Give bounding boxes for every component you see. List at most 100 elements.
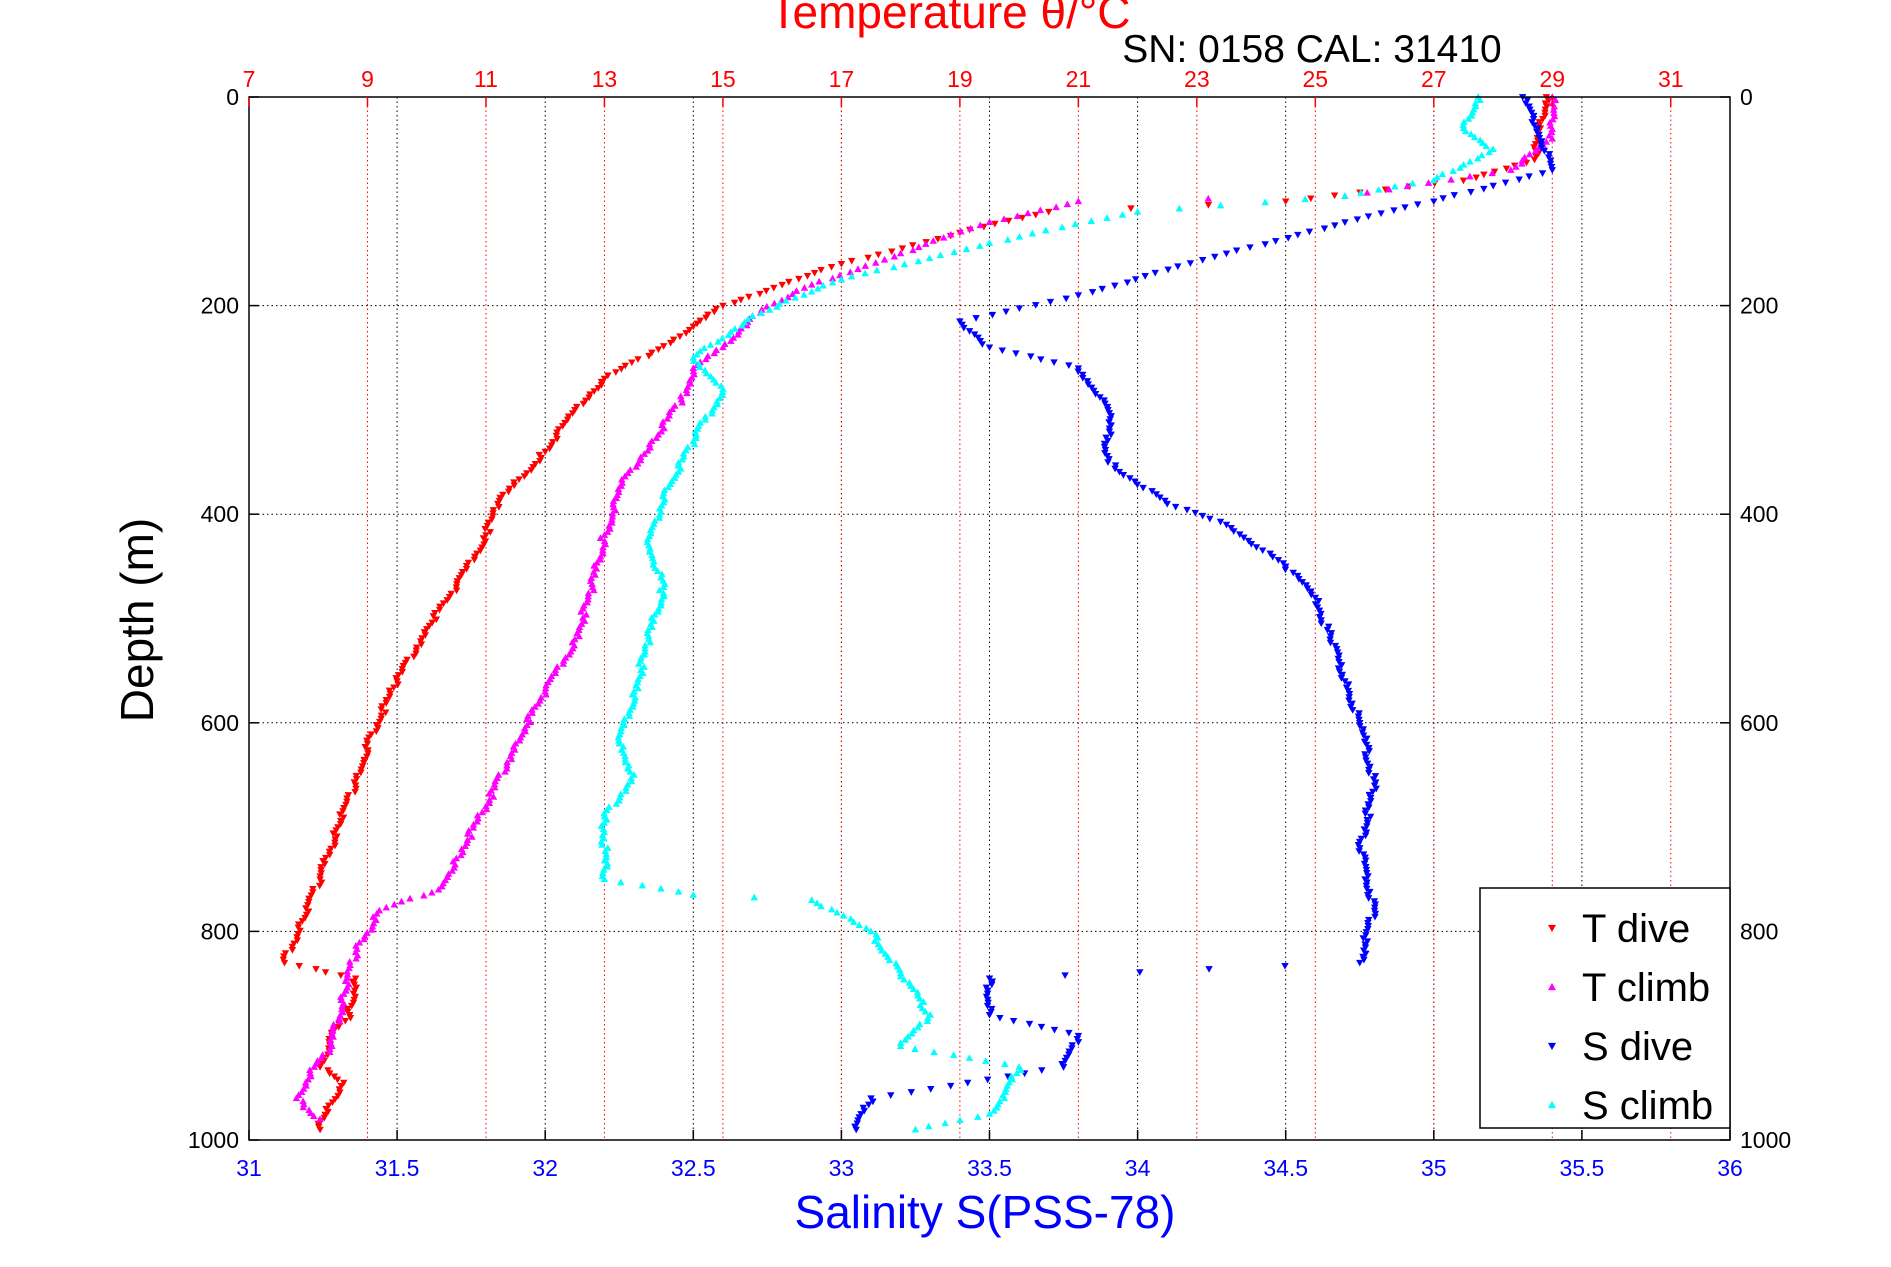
data-point xyxy=(510,746,519,753)
data-point xyxy=(896,972,905,980)
data-point xyxy=(1062,295,1070,303)
data-point xyxy=(1531,147,1540,155)
data-point xyxy=(1131,478,1139,486)
temperature-tick-label: 9 xyxy=(361,66,374,92)
data-point xyxy=(1063,200,1072,208)
data-point xyxy=(579,400,588,408)
data-point xyxy=(551,669,560,676)
data-point xyxy=(343,798,351,806)
data-point xyxy=(603,806,611,814)
data-point xyxy=(985,218,994,226)
data-point xyxy=(1371,913,1379,921)
temperature-tick-label: 17 xyxy=(829,66,855,92)
data-point xyxy=(1100,397,1108,405)
data-point xyxy=(1244,537,1253,545)
data-point xyxy=(1456,164,1464,171)
data-point xyxy=(1183,506,1191,514)
data-point xyxy=(718,334,726,342)
data-point xyxy=(528,709,536,716)
data-point xyxy=(640,663,648,670)
data-point xyxy=(520,473,529,480)
data-point xyxy=(1489,182,1497,190)
data-point xyxy=(438,882,446,890)
data-point xyxy=(1341,192,1349,199)
data-point xyxy=(542,690,550,698)
data-point xyxy=(1216,201,1225,209)
data-point xyxy=(864,254,872,262)
data-point xyxy=(1274,557,1283,564)
data-point xyxy=(307,1072,315,1080)
temperature-tick-label: 19 xyxy=(947,66,973,92)
data-point xyxy=(629,703,637,710)
data-point xyxy=(1414,201,1422,209)
data-point xyxy=(719,343,727,351)
data-point xyxy=(683,389,691,397)
data-point xyxy=(1535,131,1543,139)
data-point xyxy=(654,567,662,575)
data-point xyxy=(1485,148,1493,156)
data-point xyxy=(1246,244,1254,252)
data-point xyxy=(1438,170,1447,178)
data-point xyxy=(770,299,779,307)
data-point xyxy=(351,788,359,796)
legend-box xyxy=(1479,887,1731,1129)
data-point xyxy=(561,419,569,427)
data-point xyxy=(887,1092,895,1099)
data-point xyxy=(800,290,808,298)
data-point xyxy=(756,290,764,298)
data-point xyxy=(339,1008,347,1016)
data-point xyxy=(1377,210,1385,218)
data-point xyxy=(1530,156,1539,164)
data-point xyxy=(855,921,863,929)
data-point xyxy=(547,442,556,450)
data-point xyxy=(663,414,672,422)
data-point xyxy=(1480,171,1488,179)
data-point xyxy=(985,344,994,352)
data-point xyxy=(1545,151,1554,158)
data-point xyxy=(710,349,718,357)
data-point xyxy=(1175,204,1184,212)
data-point xyxy=(678,455,687,463)
data-point xyxy=(1008,1075,1017,1083)
data-point xyxy=(750,893,758,901)
data-point xyxy=(1156,494,1164,502)
data-point xyxy=(592,564,601,572)
data-point xyxy=(478,808,486,816)
data-point xyxy=(397,897,406,905)
data-point xyxy=(406,894,414,902)
temperature-tick-label: 23 xyxy=(1184,66,1210,92)
data-point xyxy=(1320,225,1329,233)
data-point xyxy=(1028,229,1037,237)
data-point xyxy=(598,841,606,848)
data-point xyxy=(1046,298,1055,306)
data-point xyxy=(336,1017,344,1025)
data-point xyxy=(316,1126,324,1134)
data-point xyxy=(810,269,819,277)
data-point xyxy=(1430,176,1438,184)
data-point xyxy=(1058,223,1066,231)
data-point xyxy=(706,372,715,380)
data-point xyxy=(1459,160,1468,168)
data-point xyxy=(363,740,372,748)
data-point xyxy=(1227,524,1235,532)
data-point xyxy=(1535,135,1544,142)
data-point xyxy=(872,259,880,266)
data-point xyxy=(1004,236,1012,243)
data-point xyxy=(553,429,561,437)
data-point xyxy=(648,349,656,357)
data-point xyxy=(1252,544,1261,551)
axes: 31 31.5 32 32.5 33 33.5 34 34.5 35 35.5 36 7 9 11 13 15… xyxy=(188,66,1791,1181)
data-point xyxy=(1333,646,1341,653)
legend-marker xyxy=(1547,1042,1557,1051)
data-point xyxy=(447,590,455,598)
data-point xyxy=(1061,972,1069,980)
data-point xyxy=(1074,1039,1083,1046)
data-point xyxy=(333,1076,342,1084)
data-point xyxy=(298,1088,306,1095)
data-point xyxy=(604,844,612,851)
data-point xyxy=(1489,145,1497,153)
data-point xyxy=(1518,159,1526,167)
salinity-tick-label: 32 xyxy=(532,1155,558,1181)
data-point xyxy=(1074,365,1083,372)
